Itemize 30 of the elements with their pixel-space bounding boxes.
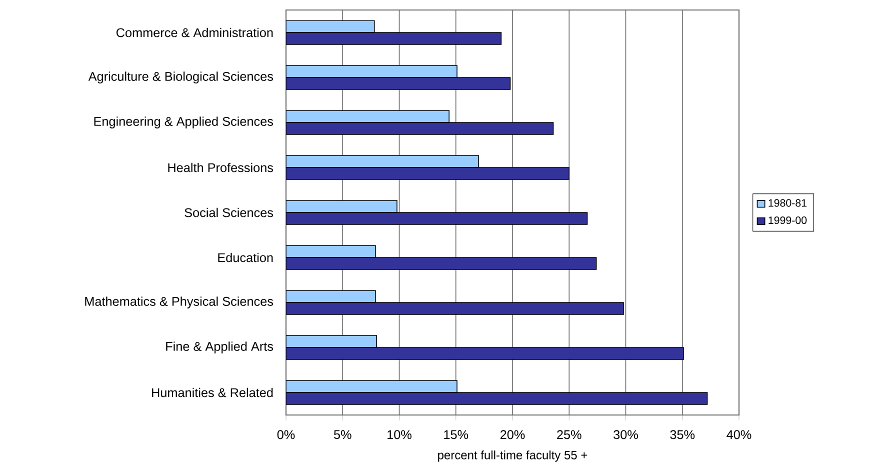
x-tick-label: 10% [388, 430, 412, 440]
y-tick-label: Social Sciences [184, 208, 274, 218]
x-tick-label: 35% [670, 430, 695, 440]
y-tick-label: Mathematics & Physical Sciences [85, 296, 274, 308]
bar [286, 392, 708, 405]
y-tick-label: Health Professions [168, 162, 274, 172]
y-tick-label: Agriculture & Biological Sciences [88, 72, 274, 84]
bar [286, 122, 554, 135]
y-tick-label: Humanities & Related [152, 388, 273, 398]
y-tick-label: Commerce & Administration [116, 28, 273, 38]
bar [286, 347, 684, 360]
x-tick-label: 20% [500, 430, 525, 440]
x-tick-label: 15% [444, 430, 468, 440]
bar [286, 212, 588, 225]
x-tick-label: 5% [334, 430, 352, 440]
x-tick-label: 25% [557, 430, 582, 440]
y-tick-label: Fine & Applied Arts [166, 342, 274, 354]
x-tick-label: 40% [726, 430, 752, 440]
bar [286, 302, 624, 315]
y-tick-label: Engineering & Applied Sciences [94, 116, 274, 128]
legend-label: 1980-81 [768, 199, 807, 207]
x-tick-label: 30% [614, 430, 638, 440]
bar [286, 167, 570, 180]
bar [286, 257, 597, 270]
y-tick-label: Education [218, 252, 273, 262]
x-tick-label: 0% [277, 430, 295, 440]
bar [286, 77, 511, 90]
bar [286, 32, 502, 45]
legend-label: 1999-00 [768, 216, 807, 224]
x-axis-title: percent full-time faculty 55 + [438, 450, 588, 462]
